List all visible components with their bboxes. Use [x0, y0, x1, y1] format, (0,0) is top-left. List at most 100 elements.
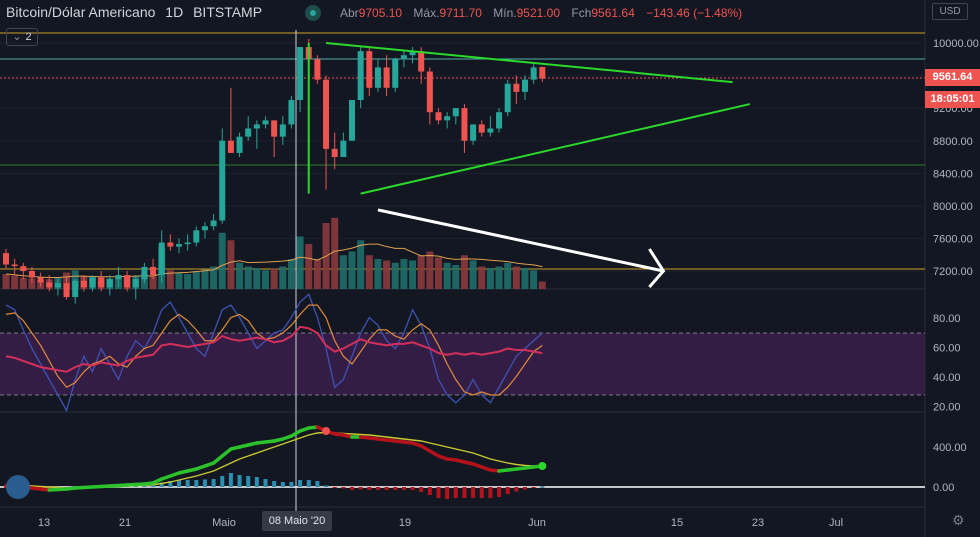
volume-bar [270, 268, 278, 289]
candle-body [522, 79, 528, 92]
macd-histogram-bar [237, 475, 242, 487]
candle-body [271, 120, 278, 137]
candle-body [124, 275, 131, 288]
macd-histogram-bar [462, 487, 467, 498]
volume-bar [262, 270, 269, 289]
macd-histogram-bar [220, 476, 225, 487]
volume-bar [357, 240, 365, 289]
market-status-icon[interactable] [305, 5, 321, 21]
high-label: Máx. [413, 6, 440, 20]
resistance-trendline[interactable] [325, 42, 733, 84]
volume-bar [365, 255, 373, 289]
macd-histogram-bar [531, 487, 536, 488]
macd-histogram-bar [393, 487, 398, 490]
macd-axis-label: 400.00 [933, 442, 967, 454]
volume-bar [201, 269, 209, 289]
high-value: 9711.70 [439, 6, 482, 20]
support-trendline[interactable] [360, 103, 751, 195]
close-value: 9561.64 [591, 6, 635, 20]
currency-button[interactable]: USD [932, 3, 968, 20]
candle-body [452, 108, 459, 117]
arrow-line[interactable] [377, 208, 664, 273]
time-axis-label: 23 [752, 517, 764, 529]
countdown-tag: 18:05:01 [925, 91, 980, 108]
candle-body [89, 277, 96, 288]
candle-body [504, 83, 511, 113]
gear-icon[interactable]: ⚙ [952, 512, 965, 528]
macd-histogram-bar [350, 487, 354, 490]
macd-histogram-bar [505, 487, 510, 494]
volume-bar [374, 259, 382, 289]
volume-bar [530, 270, 538, 289]
volume-bar [478, 266, 486, 289]
candle-body [418, 51, 425, 72]
volume-bar [469, 260, 477, 289]
chevron-down-icon: ⌄ [12, 31, 22, 43]
macd-histogram-bar [211, 479, 216, 487]
macd-histogram-bar [151, 485, 156, 487]
macd-histogram-bar [263, 479, 268, 487]
candle-body [37, 277, 44, 283]
macd-histogram-bar [497, 487, 502, 497]
macd-histogram-bar [324, 485, 329, 487]
candle-body [115, 275, 122, 280]
volume-bar [175, 272, 183, 289]
candle-body [253, 124, 260, 129]
volume-bar [227, 240, 235, 289]
volume-bar [495, 266, 503, 289]
macd-histogram-bar [246, 476, 251, 487]
macd-histogram-bar [202, 479, 207, 487]
volume-bar [2, 274, 10, 289]
stoch-axis-label: 80.00 [933, 313, 961, 325]
macd-line-segment [211, 454, 224, 465]
price-axis-label: 10000.00 [933, 38, 979, 50]
macd-histogram-bar [540, 486, 545, 488]
time-axis-label: Jul [829, 517, 843, 529]
open-label: Abr [340, 6, 359, 20]
candle-body [340, 140, 347, 157]
candle-body [184, 242, 191, 245]
candle-body [132, 279, 139, 288]
candle-body [487, 128, 494, 133]
interval-label[interactable]: 1D [165, 4, 184, 20]
price-axis-label: 8000.00 [933, 201, 973, 213]
indicator-toggle-button[interactable]: ⌄ 2 [6, 28, 38, 46]
volume-ma-line [5, 243, 543, 279]
candle-body [530, 67, 537, 80]
macd-histogram-bar [358, 487, 363, 490]
stoch-band-fill [0, 333, 925, 395]
candle-body [28, 271, 35, 278]
volume-bar [184, 274, 192, 289]
time-axis-label: Jun [528, 517, 546, 529]
volume-bar [305, 244, 313, 289]
arrow-head[interactable] [648, 248, 666, 288]
volume-bar [331, 217, 339, 289]
candle-body [141, 266, 148, 280]
candle-body [193, 230, 200, 243]
volume-bar [218, 232, 226, 289]
macd-histogram-bar [315, 481, 320, 487]
symbol-title[interactable]: Bitcoin/Dólar Americano [6, 4, 156, 20]
time-axis-label: 15 [671, 517, 683, 529]
candle-body [539, 67, 546, 79]
stoch-axis-label: 60.00 [933, 343, 961, 355]
candle-body [210, 220, 217, 227]
tradingview-logo-icon[interactable] [6, 475, 30, 499]
candle-body [106, 279, 113, 288]
macd-histogram-bar [514, 487, 519, 492]
macd-histogram-bar [254, 477, 259, 487]
candle-body [374, 67, 381, 88]
candle-body [80, 280, 87, 288]
volume-bar [417, 255, 425, 289]
volume-bar [486, 268, 494, 289]
time-axis-label: 19 [399, 517, 411, 529]
candle-body [3, 253, 9, 265]
ohlc-readout: Abr9705.10 Máx.9711.70 Mín.9521.00 Fch95… [340, 6, 750, 20]
candle-body [470, 124, 477, 141]
macd-histogram-bar [289, 482, 294, 487]
volume-bar [538, 281, 546, 289]
volume-bar [460, 255, 468, 289]
macd-cross-dot [538, 462, 547, 470]
macd-histogram-bar [384, 487, 389, 490]
